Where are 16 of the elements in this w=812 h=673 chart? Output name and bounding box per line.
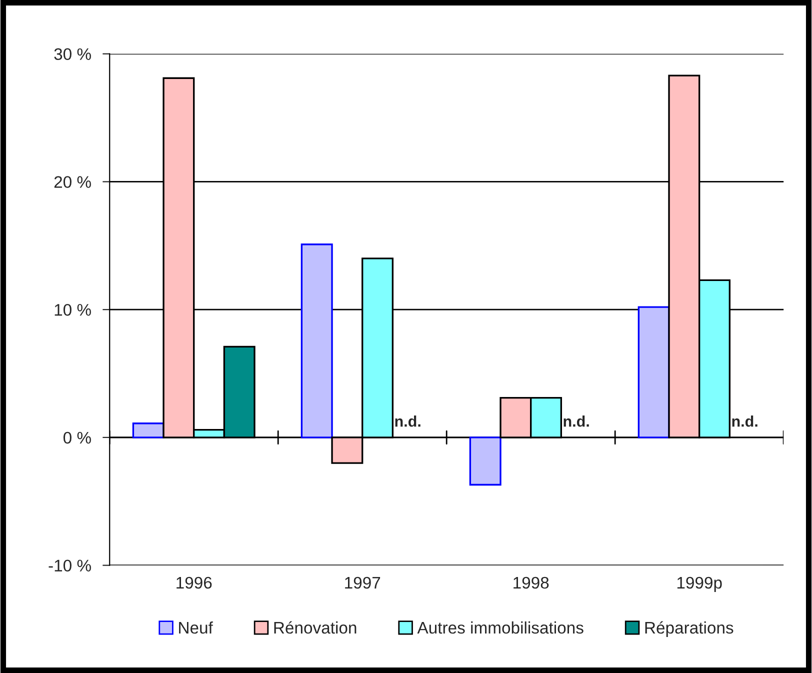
x-tick-label: 1996: [176, 576, 212, 589]
text: n.d.: [732, 416, 758, 427]
y-tick-label: -10 %: [48, 560, 91, 572]
x-tick-label: 1998: [514, 576, 549, 589]
legend-label: Autres immobilisations: [417, 621, 584, 634]
x-tick-label: 1999p: [677, 576, 722, 592]
text: n.d.: [395, 416, 420, 427]
y-tick-label: 30 %: [54, 48, 91, 60]
x-tick-label: 1997: [345, 576, 380, 589]
y-tick-label: 10 %: [54, 304, 91, 316]
legend-label: Rénovation: [274, 621, 356, 634]
y-tick-label: 0 %: [63, 432, 91, 444]
y-tick-label: 20 %: [54, 176, 91, 188]
legend-label: Neuf: [179, 621, 213, 634]
legend-label: Réparations: [645, 621, 734, 637]
text: n.d.: [564, 416, 589, 427]
